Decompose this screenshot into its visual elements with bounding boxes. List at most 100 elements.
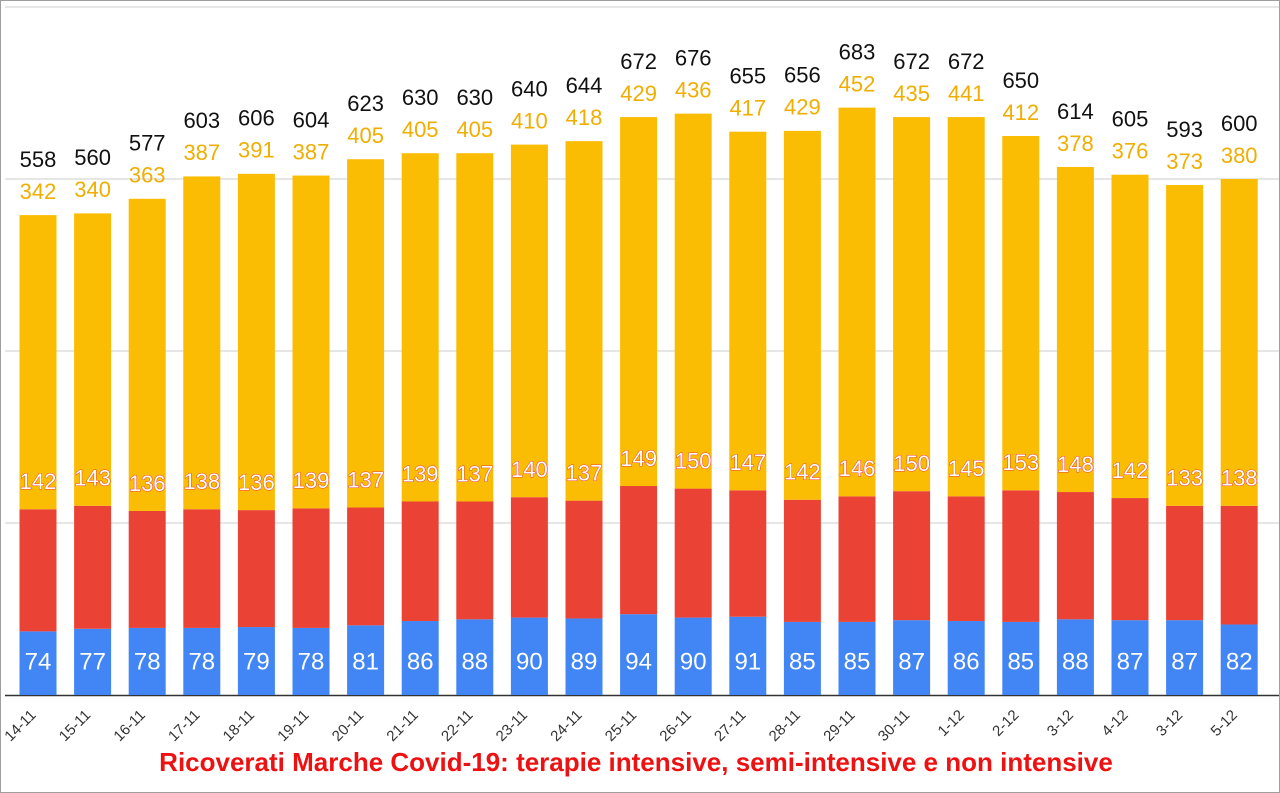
bar-intensive [347, 625, 385, 695]
bar-semi-intensive [510, 497, 548, 618]
data-label-semi-intensive: 142 [784, 460, 821, 485]
bar-non-intensive [183, 176, 221, 510]
bar-semi-intensive [1220, 505, 1258, 625]
data-label-intensive: 94 [625, 648, 652, 675]
data-label-intensive: 85 [789, 648, 816, 675]
bar-semi-intensive [347, 507, 385, 626]
data-label-total: 600 [1221, 111, 1258, 136]
data-label-intensive: 85 [844, 648, 871, 675]
x-tick-label: 29-11 [820, 707, 858, 745]
bar-intensive [947, 621, 985, 695]
x-tick-label: 15-11 [56, 707, 94, 745]
bar-semi-intensive [893, 491, 931, 621]
x-tick-label: 17-11 [165, 707, 203, 745]
data-label-non-intensive: 387 [183, 140, 220, 165]
data-label-intensive: 87 [1171, 648, 1198, 675]
bar-intensive [237, 627, 275, 695]
bar-semi-intensive [456, 501, 494, 620]
x-tick-label: 19-11 [274, 707, 312, 745]
bar-intensive [838, 621, 876, 695]
data-label-total: 676 [675, 45, 712, 70]
data-label-non-intensive: 418 [566, 105, 603, 130]
bar-intensive [183, 627, 221, 695]
bar-non-intensive [783, 130, 821, 500]
x-tick-label: 21-11 [383, 707, 421, 745]
x-tick-label: 22-11 [438, 707, 476, 745]
bar-non-intensive [510, 144, 548, 498]
data-label-intensive: 86 [953, 648, 980, 675]
bar-semi-intensive [674, 488, 712, 618]
bar-non-intensive [674, 113, 712, 489]
x-tick-label: 3-12 [1153, 707, 1186, 740]
x-tick-label: 20-11 [329, 707, 367, 745]
data-label-semi-intensive: 147 [729, 450, 766, 475]
bar-intensive [128, 627, 166, 695]
bar-semi-intensive [783, 499, 821, 622]
bar-intensive [74, 628, 112, 695]
bar-intensive [1111, 620, 1149, 695]
data-label-non-intensive: 412 [1002, 100, 1039, 125]
data-label-intensive: 74 [25, 648, 52, 675]
bar-intensive [565, 618, 603, 695]
data-label-total: 656 [784, 63, 821, 88]
data-label-intensive: 89 [571, 648, 598, 675]
data-label-semi-intensive: 138 [1221, 466, 1258, 491]
bar-intensive [1166, 620, 1204, 695]
data-label-non-intensive: 405 [347, 123, 384, 148]
data-label-intensive: 90 [680, 648, 707, 675]
data-label-semi-intensive: 149 [620, 446, 657, 471]
data-label-intensive: 78 [298, 648, 325, 675]
bar-semi-intensive [729, 490, 767, 617]
data-label-non-intensive: 340 [74, 177, 111, 202]
x-tick-label: 26-11 [656, 707, 694, 745]
data-label-semi-intensive: 142 [1112, 458, 1149, 483]
bar-non-intensive [1056, 166, 1094, 493]
x-tick-label: 23-11 [493, 707, 531, 745]
data-label-non-intensive: 405 [456, 117, 493, 142]
data-label-non-intensive: 391 [238, 138, 275, 163]
data-label-total: 577 [129, 131, 166, 156]
bar-non-intensive [74, 213, 112, 506]
data-label-total: 672 [893, 49, 930, 74]
data-label-total: 672 [948, 49, 985, 74]
x-tick-label: 5-12 [1208, 707, 1241, 740]
data-label-non-intensive: 417 [729, 96, 766, 121]
data-label-semi-intensive: 153 [1002, 450, 1039, 475]
bar-semi-intensive [1111, 498, 1149, 621]
bar-semi-intensive [620, 486, 658, 615]
chart-title: Ricoverati Marche Covid-19: terapie inte… [159, 747, 1113, 777]
data-label-intensive: 87 [898, 648, 925, 675]
data-label-total: 593 [1166, 117, 1203, 142]
bar-intensive [292, 627, 330, 695]
bar-semi-intensive [292, 508, 330, 628]
bar-intensive [1056, 619, 1094, 695]
data-label-semi-intensive: 137 [456, 461, 493, 486]
x-tick-label: 2-12 [989, 707, 1022, 740]
bar-intensive [401, 621, 439, 695]
x-tick-label: 27-11 [711, 707, 749, 745]
bar-semi-intensive [947, 496, 985, 622]
data-label-semi-intensive: 139 [293, 468, 330, 493]
data-label-semi-intensive: 143 [74, 466, 111, 491]
x-tick-label: 18-11 [220, 707, 258, 745]
x-tick-label: 1-12 [935, 707, 968, 740]
data-label-total: 672 [620, 49, 657, 74]
bar-intensive [1002, 621, 1040, 695]
data-label-total: 650 [1002, 68, 1039, 93]
bar-non-intensive [729, 131, 767, 491]
bar-intensive [783, 621, 821, 695]
data-label-non-intensive: 376 [1112, 139, 1149, 164]
bar-non-intensive [401, 153, 439, 502]
bar-intensive [510, 617, 548, 695]
bar-non-intensive [947, 117, 985, 497]
data-label-intensive: 91 [734, 648, 761, 675]
bar-non-intensive [565, 141, 603, 501]
data-label-total: 683 [839, 39, 876, 64]
bar-semi-intensive [565, 500, 603, 619]
data-label-total: 655 [729, 64, 766, 89]
data-label-intensive: 85 [1007, 648, 1034, 675]
x-tick-label: 14-11 [1, 707, 39, 745]
data-label-non-intensive: 452 [839, 71, 876, 96]
